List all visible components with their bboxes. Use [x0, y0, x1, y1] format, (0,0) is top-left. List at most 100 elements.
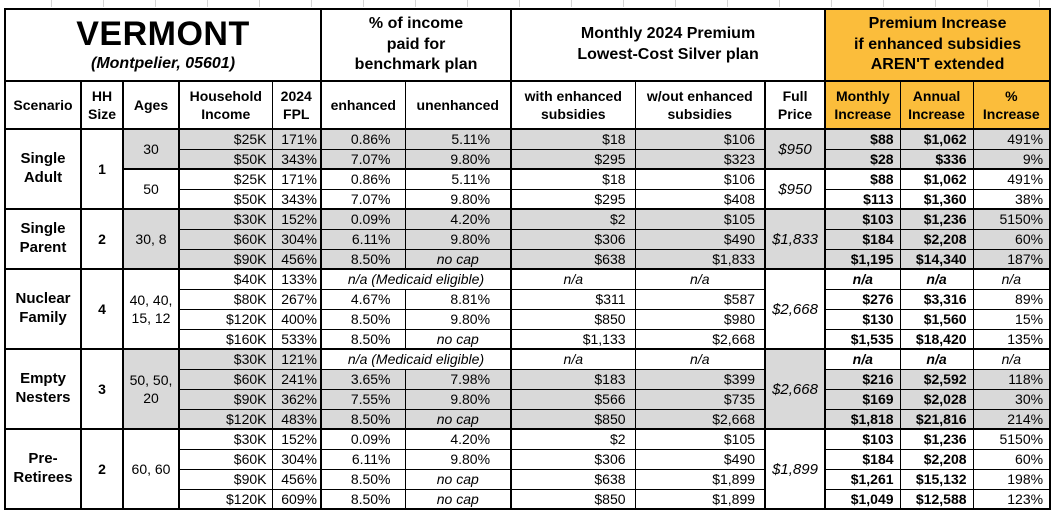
cell-monthly-increase: $130 — [824, 308, 901, 330]
cell-with-subsidies: $850 — [510, 308, 636, 330]
cell-unenhanced: 5.11% — [404, 168, 512, 190]
cell-with-subsidies: $2 — [510, 208, 636, 230]
ages-cell: 60, 60 — [122, 428, 180, 510]
cell-wout-subsidies: $106 — [634, 128, 766, 150]
cell-with-subsidies: $295 — [510, 148, 636, 170]
cell-pct-increase: 5150% — [972, 208, 1051, 230]
cell-with-subsidies: $18 — [510, 168, 636, 190]
cell-income: $120K — [178, 408, 273, 430]
hh-size-cell: 3 — [80, 348, 124, 430]
table-title-cell: VERMONT (Montpelier, 05601) — [4, 8, 322, 82]
cell-fpl: 241% — [271, 368, 322, 390]
state-location: (Montpelier, 05601) — [90, 55, 236, 73]
benchmark-group-header: % of income paid for benchmark plan — [320, 8, 512, 82]
cell-unenhanced: no cap — [404, 488, 512, 510]
cell-monthly-increase: $276 — [824, 288, 901, 310]
cell-enhanced: 8.50% — [320, 308, 406, 330]
cell-income: $90K — [178, 468, 273, 490]
cell-unenhanced: no cap — [404, 328, 512, 350]
hh-size-cell: 2 — [80, 208, 124, 270]
cell-monthly-increase: $103 — [824, 428, 901, 450]
cell-wout-subsidies: $2,668 — [634, 328, 766, 350]
cell-with-subsidies: n/a — [510, 348, 636, 370]
cell-annual-increase: $1,236 — [899, 208, 974, 230]
cell-full-price: $2,668 — [764, 268, 827, 350]
cell-enhanced: 8.50% — [320, 248, 406, 270]
cell-with-subsidies: $18 — [510, 128, 636, 150]
cell-fpl: 133% — [271, 268, 322, 290]
cell-wout-subsidies: $490 — [634, 228, 766, 250]
cell-unenhanced: 9.80% — [404, 308, 512, 330]
cell-full-price: $1,899 — [764, 428, 827, 510]
cell-wout-subsidies: $980 — [634, 308, 766, 330]
scenario-empty-nesters: Empty Nesters — [4, 348, 82, 430]
cell-income: $90K — [178, 248, 273, 270]
cell-annual-increase: $336 — [899, 148, 974, 170]
cell-fpl: 609% — [271, 488, 322, 510]
hh-size-cell: 2 — [80, 428, 124, 510]
cell-medicaid-eligible: n/a (Medicaid eligible) — [320, 348, 512, 370]
premium-group-header: Monthly 2024 Premium Lowest-Cost Silver … — [510, 8, 827, 82]
premium-comparison-table: VERMONT (Montpelier, 05601) % of income … — [4, 8, 1052, 510]
cell-unenhanced: 9.80% — [404, 448, 512, 470]
header-pct-increase: % Increase — [972, 80, 1051, 130]
cell-pct-increase: 89% — [972, 288, 1051, 310]
cell-pct-increase: n/a — [972, 268, 1051, 290]
cell-fpl: 343% — [271, 188, 322, 210]
cell-wout-subsidies: $1,833 — [634, 248, 766, 270]
cell-annual-increase: $2,208 — [899, 448, 974, 470]
cell-pct-increase: 118% — [972, 368, 1051, 390]
cell-monthly-increase: $1,818 — [824, 408, 901, 430]
cell-monthly-increase: $1,195 — [824, 248, 901, 270]
scenario-nuclear-family: Nuclear Family — [4, 268, 82, 350]
header-with-enhanced-subsidies: with enhanced subsidies — [510, 80, 636, 130]
cell-with-subsidies: $850 — [510, 408, 636, 430]
cell-unenhanced: no cap — [404, 248, 512, 270]
cell-income: $60K — [178, 228, 273, 250]
cell-enhanced: 0.86% — [320, 168, 406, 190]
cell-fpl: 456% — [271, 248, 322, 270]
cell-wout-subsidies: $1,899 — [634, 468, 766, 490]
cell-enhanced: 8.50% — [320, 328, 406, 350]
cell-fpl: 304% — [271, 228, 322, 250]
cell-annual-increase: $21,816 — [899, 408, 974, 430]
cell-wout-subsidies: $408 — [634, 188, 766, 210]
ages-cell: 40, 40, 15, 12 — [122, 268, 180, 350]
scenario-single-adult: Single Adult — [4, 128, 82, 210]
cell-monthly-increase: $1,261 — [824, 468, 901, 490]
cell-pct-increase: 491% — [972, 168, 1051, 190]
cell-unenhanced: 5.11% — [404, 128, 512, 150]
cell-pct-increase: 60% — [972, 228, 1051, 250]
ages-cell: 30 — [122, 128, 180, 170]
cell-income: $30K — [178, 428, 273, 450]
cell-wout-subsidies: $735 — [634, 388, 766, 410]
cell-with-subsidies: $566 — [510, 388, 636, 410]
cell-monthly-increase: $113 — [824, 188, 901, 210]
cell-annual-increase: $15,132 — [899, 468, 974, 490]
cell-unenhanced: 4.20% — [404, 208, 512, 230]
cell-annual-increase: $18,420 — [899, 328, 974, 350]
cell-fpl: 343% — [271, 148, 322, 170]
increase-group-header: Premium Increase if enhanced subsidies A… — [824, 8, 1051, 82]
cell-fpl: 171% — [271, 128, 322, 150]
cell-annual-increase: $1,062 — [899, 168, 974, 190]
cell-wout-subsidies: $2,668 — [634, 408, 766, 430]
header-hh-size: HH Size — [80, 80, 124, 130]
cell-with-subsidies: $295 — [510, 188, 636, 210]
cell-pct-increase: 135% — [972, 328, 1051, 350]
cell-with-subsidies: $306 — [510, 228, 636, 250]
cell-income: $120K — [178, 488, 273, 510]
cell-wout-subsidies: $587 — [634, 288, 766, 310]
cell-wout-subsidies: $399 — [634, 368, 766, 390]
cell-with-subsidies: $311 — [510, 288, 636, 310]
header-wout-enhanced-subsidies: w/out enhanced subsidies — [634, 80, 766, 130]
cell-pct-increase: 15% — [972, 308, 1051, 330]
cell-pct-increase: 5150% — [972, 428, 1051, 450]
cell-fpl: 304% — [271, 448, 322, 470]
cell-full-price: $950 — [764, 128, 827, 170]
cell-wout-subsidies: $490 — [634, 448, 766, 470]
cell-unenhanced: no cap — [404, 408, 512, 430]
cell-annual-increase: $12,588 — [899, 488, 974, 510]
cell-monthly-increase: n/a — [824, 348, 901, 370]
cell-fpl: 152% — [271, 208, 322, 230]
